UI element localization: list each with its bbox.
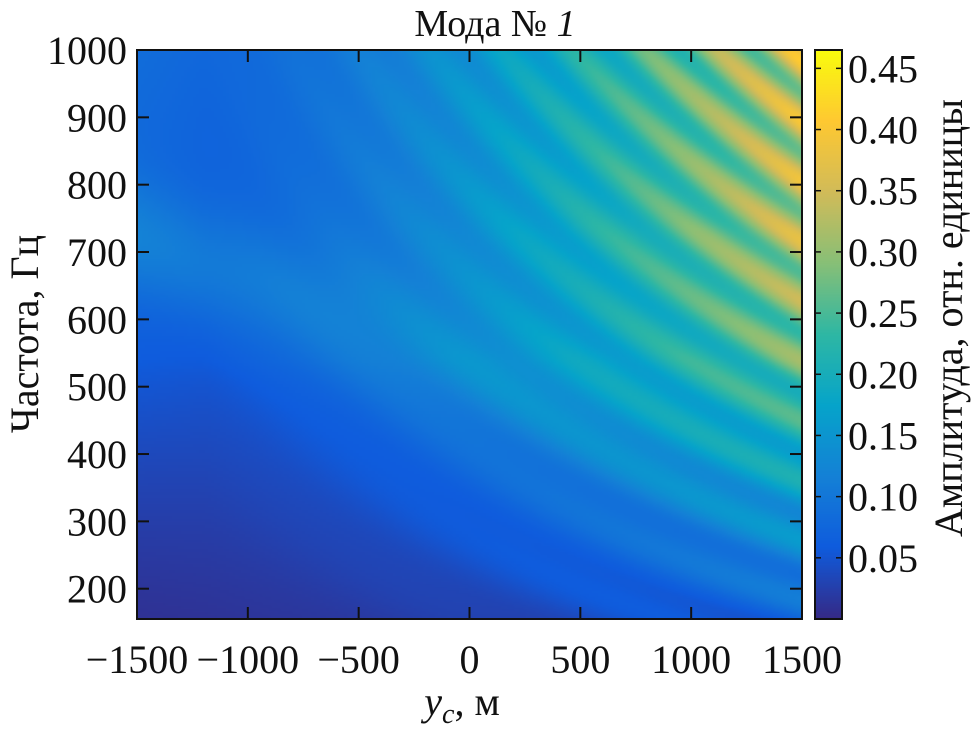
colorbar-tick-label: 0.20 xyxy=(848,352,918,397)
colorbar-tick-label: 0.35 xyxy=(848,169,918,214)
colorbar-tick-label: 0.10 xyxy=(848,475,918,520)
colorbar: 0.05 0.10 0.15 0.20 0.25 0.30 0.35 0.40 0.45 xyxy=(814,46,918,620)
y-tick-label: 800 xyxy=(67,163,127,208)
y-tick-label: 500 xyxy=(67,365,127,410)
x-axis-label-unit: , м xyxy=(454,679,499,724)
colorbar-tick-label: 0.30 xyxy=(848,230,918,275)
colorbar-tick-label: 0.25 xyxy=(848,291,918,336)
x-tick-label: 1000 xyxy=(651,637,731,682)
colorbar-tick-label: 0.05 xyxy=(848,536,918,581)
y-tick-label: 300 xyxy=(67,499,127,544)
y-axis: 200 300 400 500 600 700 800 900 1000 xyxy=(47,28,802,612)
y-tick-label: 700 xyxy=(67,230,127,275)
x-tick-label: 0 xyxy=(460,637,480,682)
y-tick-label: 900 xyxy=(67,95,127,140)
colorbar-ticks: 0.05 0.10 0.15 0.20 0.25 0.30 0.35 0.40 0.45 xyxy=(815,46,918,581)
y-tick-label: 200 xyxy=(67,567,127,612)
colorbar-tick-label: 0.40 xyxy=(848,108,918,153)
colorbar-frame xyxy=(814,49,843,620)
colorbar-tick-label: 0.15 xyxy=(848,413,918,458)
x-axis: −1500 −1000 −500 0 500 1000 1500 xyxy=(86,50,842,682)
x-tick-label: 1500 xyxy=(762,637,842,682)
y-tick-label: 600 xyxy=(67,297,127,342)
x-axis-label-sub: c xyxy=(442,699,455,730)
x-tick-label: −1000 xyxy=(197,637,300,682)
x-tick-label: −500 xyxy=(317,637,400,682)
y-tick-label: 1000 xyxy=(47,28,127,73)
heatmap-image xyxy=(137,50,802,619)
colorbar-tick-label: 0.45 xyxy=(848,46,918,91)
x-tick-label: −1500 xyxy=(86,637,189,682)
x-axis-label: yc, м xyxy=(420,679,500,730)
chart-title: Мода № 1 xyxy=(414,3,575,45)
heatmap-area xyxy=(137,50,802,619)
chart-title-prefix: Мода № xyxy=(414,3,556,45)
colorbar-label: Амплитуда, отн. единицы xyxy=(926,99,971,537)
x-tick-label: 500 xyxy=(550,637,610,682)
y-tick-label: 400 xyxy=(67,432,127,477)
colorbar-gradient xyxy=(815,50,842,619)
chart-title-mode-number: 1 xyxy=(557,3,576,45)
y-axis-label: Частота, Гц xyxy=(2,235,47,433)
x-axis-label-var: y xyxy=(420,679,442,724)
